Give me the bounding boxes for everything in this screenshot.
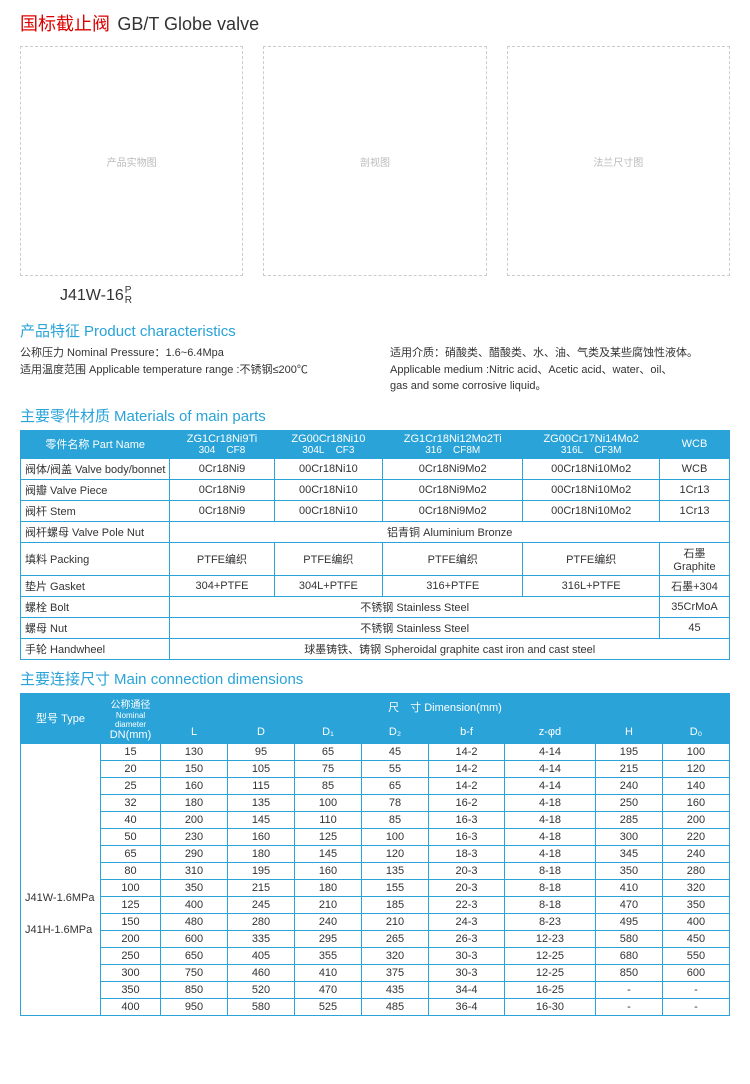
table-row: 垫片 Gasket304+PTFE304L+PTFE316+PTFE316L+P…	[21, 575, 730, 596]
section-header-charac: 产品特征Product characteristics	[20, 320, 730, 341]
flange-drawing: 法兰尺寸图	[507, 46, 730, 276]
charac-right: 适用介质：硝酸类、醋酸类、水、油、气类及某些腐蚀性液体。Applicable m…	[390, 345, 730, 395]
section-header-materials: 主要零件材质Materials of main parts	[20, 405, 730, 426]
table-row: 321801351007816-24-18250160	[21, 794, 730, 811]
table-row: 30075046041037530-312-25850600	[21, 964, 730, 981]
table-row: 阀杆螺母 Valve Pole Nut铝青铜 Aluminium Bronze	[21, 521, 730, 542]
image-row: 产品实物图 剖视图 法兰尺寸图	[20, 46, 730, 276]
table-row: 螺栓 Bolt不锈钢 Stainless Steel35CrMoA	[21, 596, 730, 617]
table-row: 20150105755514-24-14215120	[21, 760, 730, 777]
table-row: 手轮 Handwheel球墨铸铁、铸钢 Spheroidal graphite …	[21, 638, 730, 659]
table-row: 5023016012510016-34-18300220	[21, 828, 730, 845]
dimensions-table: 型号 Type公称通径Nominal diameterDN(mm)尺 寸 Dim…	[20, 693, 730, 1016]
table-row: 填料 PackingPTFE编织PTFE编织PTFE编织PTFE编织石墨 Gra…	[21, 542, 730, 575]
charac-line: gas and some corrosive liquid。	[390, 378, 730, 395]
table-row: 40095058052548536-416-30--	[21, 998, 730, 1015]
table-row: 8031019516013520-38-18350280	[21, 862, 730, 879]
table-row: 402001451108516-34-18285200	[21, 811, 730, 828]
charac-left: 公称压力 Nominal Pressure：1.6~6.4Mpa适用温度范围 A…	[20, 345, 360, 395]
table-row: 6529018014512018-34-18345240	[21, 845, 730, 862]
table-row: 阀体/阀盖 Valve body/bonnet0Cr18Ni900Cr18Ni1…	[21, 458, 730, 479]
table-row: 10035021518015520-38-18410320	[21, 879, 730, 896]
table-row: 20060033529526526-312-23580450	[21, 930, 730, 947]
section-header-dimensions: 主要连接尺寸Main connection dimensions	[20, 668, 730, 689]
charac-line: 适用温度范围 Applicable temperature range :不锈钢…	[20, 362, 360, 379]
title-en: GB/T Globe valve	[117, 14, 259, 34]
table-row: 12540024521018522-38-18470350	[21, 896, 730, 913]
charac-line: Applicable medium :Nitric acid、Acetic ac…	[390, 362, 730, 379]
table-row: 25065040535532030-312-25680550	[21, 947, 730, 964]
table-row: J41W-1.6MPaJ41H-1.6MPa1513095654514-24-1…	[21, 743, 730, 760]
table-row: 15048028024021024-38-23495400	[21, 913, 730, 930]
table-row: 阀瓣 Valve Piece0Cr18Ni900Cr18Ni100Cr18Ni9…	[21, 479, 730, 500]
title-cn: 国标截止阀	[20, 14, 110, 34]
charac-line: 适用介质：硝酸类、醋酸类、水、油、气类及某些腐蚀性液体。	[390, 345, 730, 362]
table-row: 螺母 Nut不锈钢 Stainless Steel45	[21, 617, 730, 638]
table-row: 25160115856514-24-14240140	[21, 777, 730, 794]
page-title: 国标截止阀 GB/T Globe valve	[20, 10, 730, 36]
table-row: 35085052047043534-416-25--	[21, 981, 730, 998]
section-drawing: 剖视图	[263, 46, 486, 276]
charac-line: 公称压力 Nominal Pressure：1.6~6.4Mpa	[20, 345, 360, 362]
model-label: J41W-16PR	[60, 286, 730, 306]
materials-table: 零件名称 Part NameZG1Cr18Ni9Ti304 CF8ZG00Cr1…	[20, 430, 730, 660]
table-row: 阀杆 Stem0Cr18Ni900Cr18Ni100Cr18Ni9Mo200Cr…	[21, 500, 730, 521]
characteristics: 公称压力 Nominal Pressure：1.6~6.4Mpa适用温度范围 A…	[20, 345, 730, 395]
product-photo: 产品实物图	[20, 46, 243, 276]
